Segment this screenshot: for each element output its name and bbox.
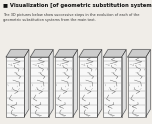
Bar	[103, 57, 122, 117]
Bar	[6, 57, 24, 117]
Polygon shape	[103, 50, 126, 57]
Polygon shape	[97, 50, 102, 117]
Polygon shape	[24, 50, 29, 117]
Polygon shape	[79, 50, 102, 57]
Polygon shape	[122, 50, 126, 117]
Polygon shape	[55, 50, 78, 57]
Polygon shape	[146, 50, 150, 117]
Bar	[128, 57, 146, 117]
Text: ■ Visualization [of geometric substitution systems]: ■ Visualization [of geometric substituti…	[3, 3, 152, 8]
Text: The 3D pictures below show successive steps in the evolution of each of the geom: The 3D pictures below show successive st…	[3, 13, 139, 22]
Bar	[30, 57, 49, 117]
Bar	[79, 57, 97, 117]
Polygon shape	[49, 50, 53, 117]
Polygon shape	[6, 50, 29, 57]
Polygon shape	[128, 50, 150, 57]
Polygon shape	[30, 50, 53, 57]
Polygon shape	[73, 50, 78, 117]
Bar	[55, 57, 73, 117]
